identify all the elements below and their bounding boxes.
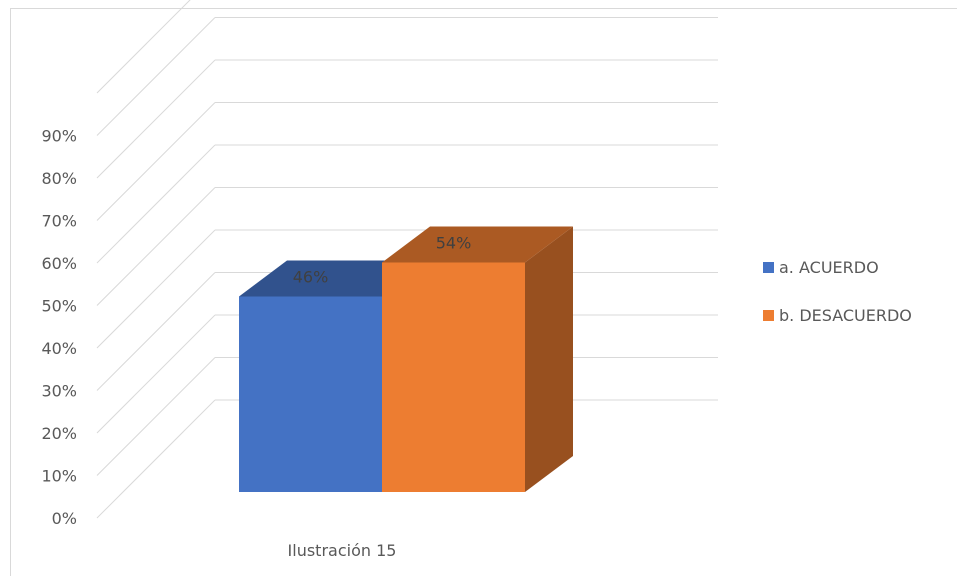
x-category-label: Ilustración 15 xyxy=(288,541,397,560)
bar-side-face xyxy=(525,226,573,492)
gridline-diagonal xyxy=(96,59,216,179)
legend: a. ACUERDO b. DESACUERDO xyxy=(763,258,912,325)
bar-front xyxy=(239,296,382,492)
y-tick-label: 0% xyxy=(52,509,77,528)
y-tick-label: 20% xyxy=(41,424,77,443)
gridline-diagonal xyxy=(96,272,216,391)
gridline-diagonal xyxy=(96,0,191,94)
legend-swatch xyxy=(763,310,774,321)
y-tick-label: 90% xyxy=(41,127,77,146)
y-tick-label: 10% xyxy=(41,467,77,486)
y-tick-label: 50% xyxy=(41,297,77,316)
y-axis-ticks: 0% 10% 20% 30% 40% 50% 60% 70% 80% 90% xyxy=(41,127,77,529)
bar-front xyxy=(382,262,525,492)
bars xyxy=(239,226,573,492)
gridline-diagonal xyxy=(96,187,216,306)
gridline-diagonal xyxy=(96,144,216,264)
bar-top-face xyxy=(382,226,573,263)
gridline-diagonal xyxy=(96,357,216,476)
y-tick-label: 40% xyxy=(41,339,77,358)
gridline-diagonal xyxy=(96,102,216,221)
legend-swatch xyxy=(763,262,774,273)
gridline-diagonal xyxy=(96,17,216,136)
gridline-diagonal xyxy=(96,314,216,434)
data-labels: 46% 54% xyxy=(293,234,472,287)
gridline-diagonal xyxy=(96,229,216,349)
y-tick-label: 30% xyxy=(41,382,77,401)
legend-label: b. DESACUERDO xyxy=(779,306,912,325)
data-label: 54% xyxy=(436,234,472,253)
legend-label: a. ACUERDO xyxy=(779,258,879,277)
y-tick-label: 80% xyxy=(41,169,77,188)
chart-frame xyxy=(10,8,957,576)
y-tick-label: 70% xyxy=(41,212,77,231)
y-tick-label: 60% xyxy=(41,254,77,273)
gridline-diagonal xyxy=(96,399,216,519)
data-label: 46% xyxy=(293,268,329,287)
